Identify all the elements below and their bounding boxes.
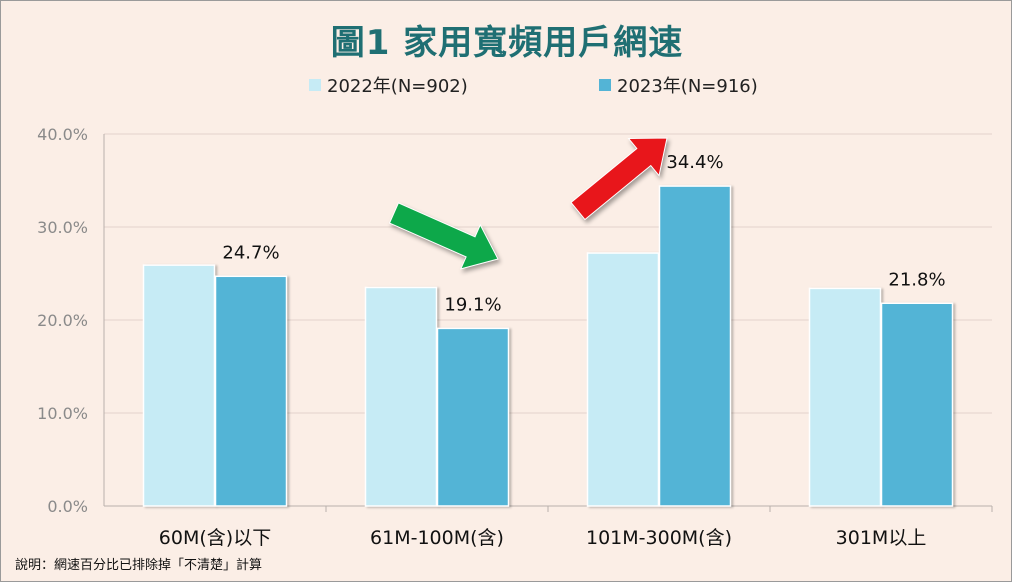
y-tick-label: 0.0% <box>47 497 88 516</box>
bar-2022 <box>364 286 438 507</box>
legend: 2022年(N=902) 2023年(N=916) <box>1 72 1012 100</box>
bar-2023 <box>658 185 732 507</box>
data-label: 34.4% <box>666 152 723 173</box>
legend-item-2022: 2022年(N=902) <box>309 72 468 98</box>
bar-2022 <box>808 287 882 507</box>
legend-item-2023: 2023年(N=916) <box>599 72 758 98</box>
data-label: 24.7% <box>222 242 279 263</box>
data-label: 19.1% <box>444 294 501 315</box>
legend-label-2023: 2023年(N=916) <box>617 76 758 97</box>
bar-2023 <box>880 302 954 507</box>
legend-swatch-2023 <box>599 79 611 91</box>
y-tick-label: 30.0% <box>37 218 88 237</box>
y-tick-label: 10.0% <box>37 404 88 423</box>
green-down-arrow-icon <box>388 202 499 270</box>
bar-2022 <box>142 264 216 507</box>
chart-title: 圖1 家用寬頻用戶網速 <box>330 23 684 63</box>
x-tick-label: 61M-100M(含) <box>370 527 504 549</box>
data-label: 21.8% <box>888 269 945 290</box>
x-tick-label: 60M(含)以下 <box>159 527 271 549</box>
y-tick-label: 20.0% <box>37 311 88 330</box>
bar-2023 <box>436 327 510 507</box>
x-tick-label: 301M以上 <box>836 527 927 549</box>
x-tick-label: 101M-300M(含) <box>586 527 732 549</box>
bar-2022 <box>586 252 660 507</box>
y-tick-label: 40.0% <box>37 125 88 144</box>
legend-label-2022: 2022年(N=902) <box>327 76 468 97</box>
red-up-arrow-icon <box>570 137 668 221</box>
footnote: 說明：網速百分比已排除掉「不清楚」計算 <box>15 558 263 573</box>
legend-swatch-2022 <box>309 79 321 91</box>
bar-2023 <box>214 275 288 507</box>
